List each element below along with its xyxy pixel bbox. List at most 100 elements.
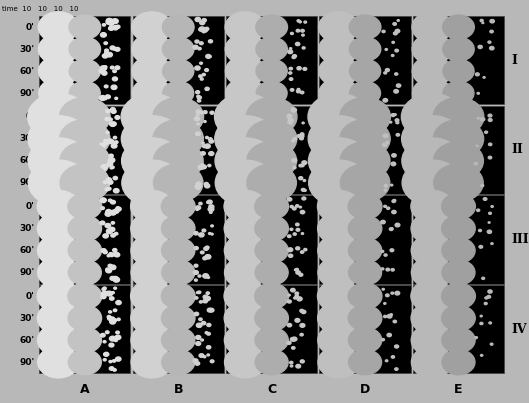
Circle shape xyxy=(208,164,211,167)
Circle shape xyxy=(161,305,195,331)
Circle shape xyxy=(340,120,390,158)
Circle shape xyxy=(477,117,479,119)
Circle shape xyxy=(391,54,394,56)
Circle shape xyxy=(290,361,293,364)
Circle shape xyxy=(131,235,172,266)
Circle shape xyxy=(109,154,113,158)
Circle shape xyxy=(107,180,113,184)
Circle shape xyxy=(288,254,293,258)
Circle shape xyxy=(153,120,203,158)
Circle shape xyxy=(113,277,120,282)
Circle shape xyxy=(319,56,358,86)
Circle shape xyxy=(349,350,381,375)
Circle shape xyxy=(208,40,213,43)
Circle shape xyxy=(68,283,102,309)
Text: I: I xyxy=(512,54,517,66)
Circle shape xyxy=(395,345,399,348)
Circle shape xyxy=(295,292,298,295)
Circle shape xyxy=(115,357,121,361)
Circle shape xyxy=(390,228,393,229)
Circle shape xyxy=(206,54,211,58)
Circle shape xyxy=(490,19,495,23)
Circle shape xyxy=(210,360,214,363)
Circle shape xyxy=(209,308,214,312)
Circle shape xyxy=(37,190,79,222)
Circle shape xyxy=(384,316,387,318)
Circle shape xyxy=(161,238,195,263)
Circle shape xyxy=(111,85,117,89)
Circle shape xyxy=(101,295,106,299)
Circle shape xyxy=(293,137,297,140)
Circle shape xyxy=(209,212,212,213)
Circle shape xyxy=(215,93,276,140)
Circle shape xyxy=(224,190,266,222)
Circle shape xyxy=(474,162,477,165)
Circle shape xyxy=(301,29,304,32)
Circle shape xyxy=(478,46,482,48)
Circle shape xyxy=(207,202,209,204)
Circle shape xyxy=(131,280,173,312)
Circle shape xyxy=(413,78,452,108)
Circle shape xyxy=(113,359,116,362)
Circle shape xyxy=(162,37,194,61)
Circle shape xyxy=(302,310,306,314)
Circle shape xyxy=(101,166,106,170)
Circle shape xyxy=(113,48,117,50)
Circle shape xyxy=(105,212,111,216)
Circle shape xyxy=(106,291,113,296)
Circle shape xyxy=(287,114,291,118)
Circle shape xyxy=(489,46,494,50)
Circle shape xyxy=(207,332,211,335)
Circle shape xyxy=(196,206,200,210)
Circle shape xyxy=(395,119,399,122)
Circle shape xyxy=(105,51,108,54)
Circle shape xyxy=(381,268,384,270)
Circle shape xyxy=(300,310,304,312)
Circle shape xyxy=(195,297,198,299)
Circle shape xyxy=(206,292,209,294)
Circle shape xyxy=(198,275,201,277)
Circle shape xyxy=(480,118,485,121)
Circle shape xyxy=(105,188,109,191)
Circle shape xyxy=(108,158,115,162)
Circle shape xyxy=(196,132,200,135)
Circle shape xyxy=(484,302,487,305)
Circle shape xyxy=(255,283,288,309)
Circle shape xyxy=(103,24,105,26)
Circle shape xyxy=(205,296,211,301)
Circle shape xyxy=(390,184,393,186)
Circle shape xyxy=(161,328,195,353)
Circle shape xyxy=(442,193,476,219)
Circle shape xyxy=(296,42,300,46)
Circle shape xyxy=(108,264,112,267)
Circle shape xyxy=(131,302,172,334)
Circle shape xyxy=(193,45,198,49)
Text: 90': 90' xyxy=(20,268,35,277)
Circle shape xyxy=(256,59,287,83)
Circle shape xyxy=(292,158,297,162)
Circle shape xyxy=(206,346,211,349)
Circle shape xyxy=(99,143,105,148)
Circle shape xyxy=(121,116,182,162)
Circle shape xyxy=(381,220,385,224)
Circle shape xyxy=(109,360,112,363)
Circle shape xyxy=(485,297,488,299)
Circle shape xyxy=(68,193,102,219)
Circle shape xyxy=(433,120,484,158)
Circle shape xyxy=(381,339,385,341)
Circle shape xyxy=(411,280,453,312)
Circle shape xyxy=(318,347,359,378)
Circle shape xyxy=(103,54,108,58)
Circle shape xyxy=(391,114,395,116)
Circle shape xyxy=(387,207,390,210)
Circle shape xyxy=(110,122,115,127)
Circle shape xyxy=(122,138,182,184)
Circle shape xyxy=(107,255,110,257)
Circle shape xyxy=(302,197,306,200)
Circle shape xyxy=(394,114,396,115)
Circle shape xyxy=(103,359,106,361)
Circle shape xyxy=(110,276,115,280)
Circle shape xyxy=(290,289,295,292)
Bar xyxy=(413,285,504,373)
Circle shape xyxy=(104,142,107,145)
